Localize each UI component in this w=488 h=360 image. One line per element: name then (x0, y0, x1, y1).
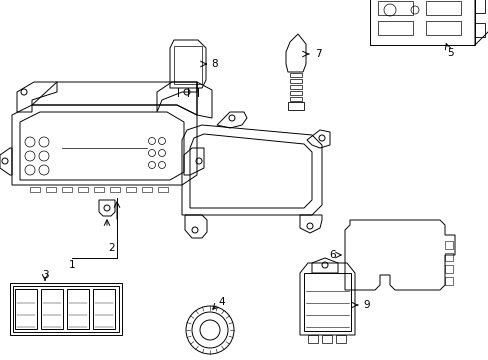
Bar (78, 187, 88, 192)
Bar (377, 1, 412, 15)
Bar (94, 187, 104, 192)
Bar (289, 73, 302, 77)
Bar (10, 283, 122, 335)
Bar (304, 273, 350, 331)
Bar (377, 21, 412, 35)
Bar (62, 187, 72, 192)
Bar (289, 79, 302, 83)
Bar (474, 23, 484, 37)
Bar (444, 253, 452, 261)
Bar (110, 187, 120, 192)
Text: 3: 3 (41, 270, 48, 280)
Bar (425, 1, 460, 15)
Bar (13, 286, 119, 332)
Bar (126, 187, 136, 192)
Bar (444, 265, 452, 273)
Bar (41, 289, 63, 329)
Text: 4: 4 (218, 297, 225, 307)
Bar (15, 289, 37, 329)
Bar (289, 85, 302, 89)
Bar (289, 91, 302, 95)
Bar (444, 277, 452, 285)
Text: 5: 5 (446, 48, 452, 58)
Text: 2: 2 (108, 243, 115, 253)
Bar (158, 187, 168, 192)
Bar (174, 46, 202, 84)
Bar (289, 97, 302, 101)
Text: 8: 8 (211, 59, 218, 69)
Bar (142, 187, 152, 192)
Text: 7: 7 (314, 49, 321, 59)
Bar (30, 187, 40, 192)
Bar (93, 289, 115, 329)
Text: 6: 6 (329, 250, 336, 260)
Bar (307, 335, 317, 343)
Bar (46, 187, 56, 192)
Bar (425, 21, 460, 35)
Bar (321, 335, 331, 343)
Bar (474, 0, 484, 13)
Bar (67, 289, 89, 329)
Bar (287, 102, 304, 110)
Bar (444, 241, 452, 249)
Text: 1: 1 (68, 260, 75, 270)
Bar (335, 335, 346, 343)
Text: 9: 9 (363, 300, 369, 310)
